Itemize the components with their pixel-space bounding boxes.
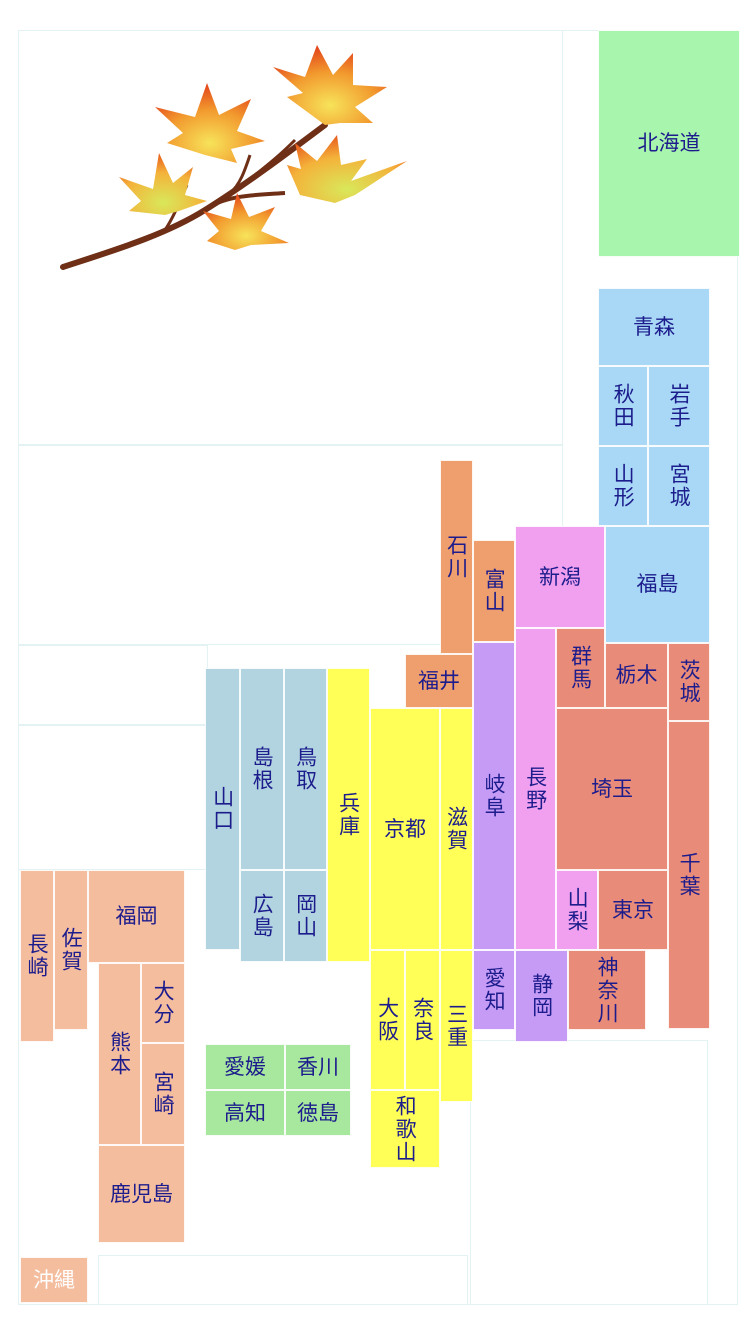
pref-kanagawa[interactable]: 神奈川 xyxy=(568,950,646,1030)
pref-hyogo[interactable]: 兵庫 xyxy=(327,668,370,962)
pref-mie[interactable]: 三重 xyxy=(440,950,473,1102)
pref-ehime[interactable]: 愛媛 xyxy=(205,1044,285,1090)
pref-osaka[interactable]: 大阪 xyxy=(370,950,405,1090)
pref-aichi[interactable]: 愛知 xyxy=(473,950,515,1030)
pref-nagano[interactable]: 長野 xyxy=(515,628,556,950)
pref-okinawa[interactable]: 沖縄 xyxy=(20,1257,88,1303)
pref-toyama[interactable]: 富山 xyxy=(473,540,515,642)
pref-ibaraki[interactable]: 茨城 xyxy=(668,643,710,721)
pref-yamanashi[interactable]: 山梨 xyxy=(556,870,598,950)
pref-wakayama[interactable]: 和歌山 xyxy=(370,1090,440,1168)
pref-miyazaki[interactable]: 宮崎 xyxy=(141,1043,185,1145)
pref-aomori[interactable]: 青森 xyxy=(598,288,710,366)
pref-kagawa[interactable]: 香川 xyxy=(285,1044,351,1090)
pref-kumamoto[interactable]: 熊本 xyxy=(98,963,141,1145)
pref-gunma[interactable]: 群馬 xyxy=(556,628,605,708)
pref-shiga[interactable]: 滋賀 xyxy=(440,708,473,950)
pref-kochi[interactable]: 高知 xyxy=(205,1090,285,1136)
pref-hokkaido[interactable]: 北海道 xyxy=(598,30,740,257)
pref-fukushima[interactable]: 福島 xyxy=(605,526,710,643)
pref-akita[interactable]: 秋田 xyxy=(598,366,648,446)
pref-tokyo[interactable]: 東京 xyxy=(598,870,668,950)
pref-iwate[interactable]: 岩手 xyxy=(648,366,710,446)
pref-yamagata[interactable]: 山形 xyxy=(598,446,648,526)
pref-okayama[interactable]: 岡山 xyxy=(284,870,327,962)
map-frame-bottom xyxy=(98,1255,468,1305)
pref-fukui[interactable]: 福井 xyxy=(405,654,473,708)
pref-shizuoka[interactable]: 静岡 xyxy=(515,950,568,1042)
pref-miyagi[interactable]: 宮城 xyxy=(648,446,710,526)
pref-nagasaki[interactable]: 長崎 xyxy=(20,870,54,1042)
pref-kagoshima[interactable]: 鹿児島 xyxy=(98,1145,185,1243)
map-frame-sea xyxy=(18,725,208,870)
pref-tokushima[interactable]: 徳島 xyxy=(285,1090,351,1136)
pref-shimane[interactable]: 島根 xyxy=(240,668,284,870)
pref-niigata[interactable]: 新潟 xyxy=(515,526,605,628)
pref-saitama[interactable]: 埼玉 xyxy=(556,708,668,870)
pref-hiroshima[interactable]: 広島 xyxy=(240,870,284,962)
pref-kyoto[interactable]: 京都 xyxy=(370,708,440,950)
pref-tottori[interactable]: 鳥取 xyxy=(284,668,327,870)
pref-yamaguchi[interactable]: 山口 xyxy=(205,668,240,950)
pref-ishikawa[interactable]: 石川 xyxy=(440,460,473,654)
map-frame-south xyxy=(470,1040,708,1305)
pref-saga[interactable]: 佐賀 xyxy=(54,870,88,1030)
pref-nara[interactable]: 奈良 xyxy=(405,950,440,1090)
pref-fukuoka[interactable]: 福岡 xyxy=(88,870,185,963)
map-frame-mid xyxy=(18,645,208,725)
pref-chiba[interactable]: 千葉 xyxy=(668,721,710,1029)
maple-leaves-icon xyxy=(55,45,415,285)
pref-tochigi[interactable]: 栃木 xyxy=(605,643,668,708)
pref-oita[interactable]: 大分 xyxy=(141,963,185,1043)
pref-gifu[interactable]: 岐阜 xyxy=(473,642,515,950)
